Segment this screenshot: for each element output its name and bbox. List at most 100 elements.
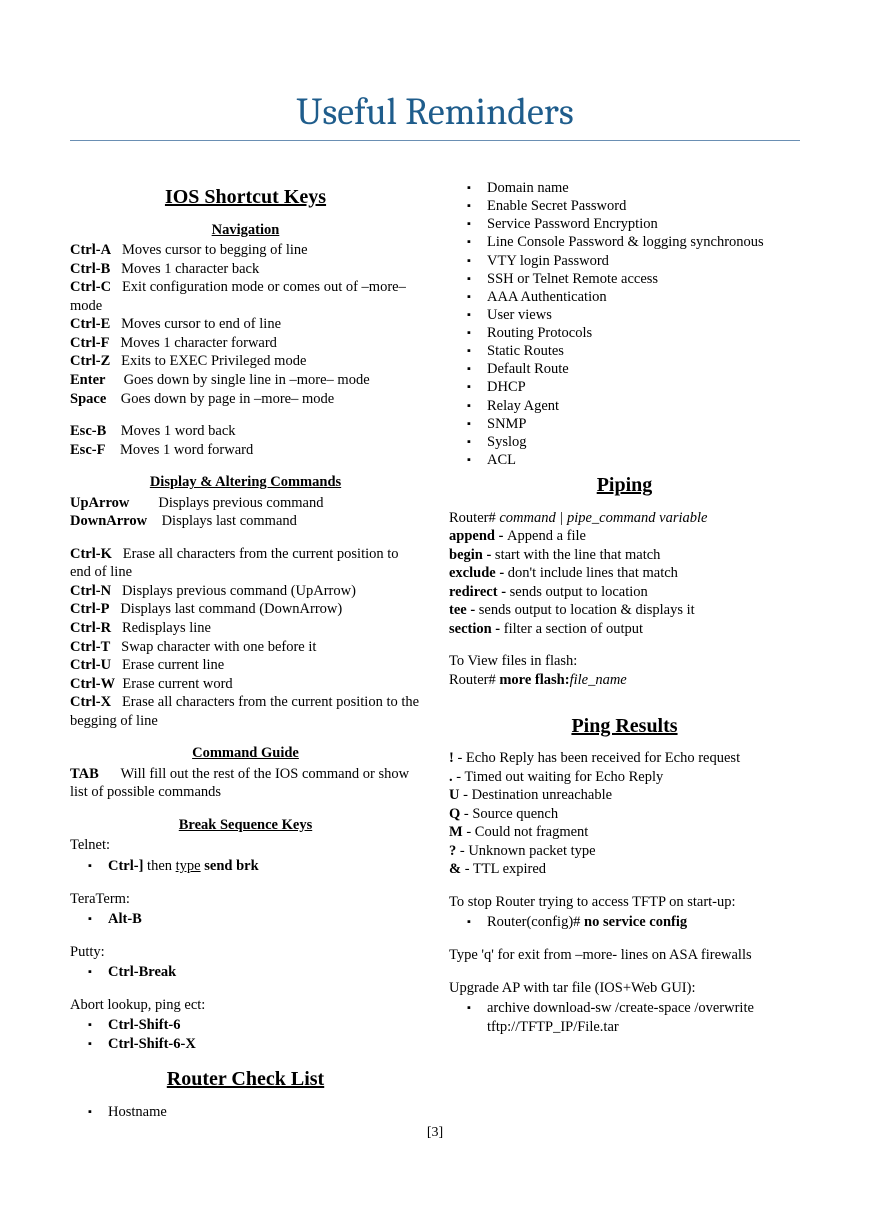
d: - Timed out waiting for Echo Reply bbox=[453, 769, 664, 785]
t: Syslog bbox=[487, 434, 527, 450]
list-item: archive download-sw /create-space /overw… bbox=[487, 999, 800, 1036]
d: - Source quench bbox=[460, 806, 558, 822]
columns: IOS Shortcut Keys Navigation Ctrl-A Move… bbox=[70, 177, 800, 1123]
d: - Echo Reply has been received for Echo … bbox=[454, 750, 740, 766]
piping-syntax: Router# command | pipe_command variable bbox=[449, 509, 800, 528]
kv-desc: Erase current word bbox=[122, 676, 232, 692]
t: SNMP bbox=[487, 416, 527, 432]
key: Ctrl-Shift-6 bbox=[108, 1017, 181, 1033]
list-item: Service Password Encryption bbox=[487, 215, 800, 233]
list-item: Line Console Password & logging synchron… bbox=[487, 233, 800, 251]
pfx: Router# bbox=[449, 510, 499, 526]
k: redirect - bbox=[449, 584, 510, 600]
pipe-row: section - filter a section of output bbox=[449, 620, 800, 639]
list-item: Relay Agent bbox=[487, 397, 800, 415]
cmd-guide-row: TAB Will fill out the rest of the IOS co… bbox=[70, 765, 421, 802]
ping-row: M - Could not fragment bbox=[449, 823, 800, 842]
kv-desc: Exit configuration mode or comes out of … bbox=[70, 279, 406, 314]
teraterm-label: TeraTerm: bbox=[70, 890, 421, 909]
kv-row: Ctrl-U Erase current line bbox=[70, 656, 421, 675]
kv-desc: Erase current line bbox=[122, 657, 224, 673]
title-rule bbox=[70, 140, 800, 141]
list-item: Static Routes bbox=[487, 342, 800, 360]
kv-key: Ctrl-X bbox=[70, 694, 111, 710]
kv-row: Ctrl-T Swap character with one before it bbox=[70, 638, 421, 657]
kv-row: Ctrl-N Displays previous command (UpArro… bbox=[70, 582, 421, 601]
k: begin - bbox=[449, 547, 495, 563]
t: Default Route bbox=[487, 361, 569, 377]
k: tee - bbox=[449, 602, 479, 618]
key: Ctrl-Shift-6-X bbox=[108, 1036, 196, 1052]
t: ACL bbox=[487, 452, 516, 468]
kv-row: Esc-B Moves 1 word back bbox=[70, 422, 421, 441]
kv-key: Enter bbox=[70, 372, 105, 388]
list-item: Default Route bbox=[487, 360, 800, 378]
right-column: Domain name Enable Secret Password Servi… bbox=[449, 177, 800, 1123]
kv-desc: Displays last command bbox=[162, 513, 297, 529]
pfx: Router(config)# bbox=[487, 914, 584, 930]
kv-row: Ctrl-F Moves 1 character forward bbox=[70, 334, 421, 353]
list-item: Hostname bbox=[108, 1103, 421, 1121]
kv-desc: Will fill out the rest of the IOS comman… bbox=[70, 766, 409, 801]
kv-row: Ctrl-R Redisplays line bbox=[70, 619, 421, 638]
d: sends output to location bbox=[510, 584, 648, 600]
nav2-block: Esc-B Moves 1 word back Esc-F Moves 1 wo… bbox=[70, 422, 421, 459]
list-item: SSH or Telnet Remote access bbox=[487, 270, 800, 288]
left-column: IOS Shortcut Keys Navigation Ctrl-A Move… bbox=[70, 177, 421, 1123]
list-item: User views bbox=[487, 306, 800, 324]
disp1-block: UpArrow Displays previous command DownAr… bbox=[70, 494, 421, 531]
kv-row: Ctrl-Z Exits to EXEC Privileged mode bbox=[70, 352, 421, 371]
kv-key: Ctrl-C bbox=[70, 279, 111, 295]
kv-desc: Goes down by page in –more– mode bbox=[121, 391, 334, 407]
pipe-row: begin - start with the line that match bbox=[449, 546, 800, 565]
list-item: ACL bbox=[487, 451, 800, 469]
t: User views bbox=[487, 307, 552, 323]
putty-label: Putty: bbox=[70, 943, 421, 962]
disp2-block: Ctrl-K Erase all characters from the cur… bbox=[70, 545, 421, 730]
pipe-row: exclude - don't include lines that match bbox=[449, 564, 800, 583]
kv-desc: Displays previous command (UpArrow) bbox=[122, 583, 356, 599]
kv-key: Space bbox=[70, 391, 106, 407]
asa-note: Type 'q' for exit from –more- lines on A… bbox=[449, 946, 800, 965]
kv-row: Ctrl-B Moves 1 character back bbox=[70, 260, 421, 279]
t: AAA Authentication bbox=[487, 289, 607, 305]
t: then bbox=[143, 858, 175, 874]
page-number: [3] bbox=[0, 1125, 870, 1141]
key: Ctrl-] bbox=[108, 858, 143, 874]
kv-key: Ctrl-U bbox=[70, 657, 111, 673]
key: Alt-B bbox=[108, 911, 142, 927]
d: sends output to location & displays it bbox=[479, 602, 695, 618]
kv-desc: Moves cursor to end of line bbox=[121, 316, 281, 332]
ping-heading: Ping Results bbox=[449, 714, 800, 740]
ping-row: ? - Unknown packet type bbox=[449, 842, 800, 861]
page: Useful Reminders IOS Shortcut Keys Navig… bbox=[0, 0, 870, 1163]
kv-desc: Moves cursor to begging of line bbox=[122, 242, 308, 258]
list-item: AAA Authentication bbox=[487, 288, 800, 306]
kv-key: Ctrl-Z bbox=[70, 353, 110, 369]
kv-desc: Displays last command (DownArrow) bbox=[120, 601, 342, 617]
view-flash-line: Router# more flash:file_name bbox=[449, 671, 800, 690]
disp-heading: Display & Altering Commands bbox=[70, 473, 421, 492]
telnet-list: Ctrl-] then type send brk bbox=[70, 857, 421, 876]
kv-key: Esc-B bbox=[70, 423, 106, 439]
t: Routing Protocols bbox=[487, 325, 592, 341]
ios-heading: IOS Shortcut Keys bbox=[70, 185, 421, 211]
cmd-guide-heading: Command Guide bbox=[70, 744, 421, 763]
kv-desc: Erase all characters from the current po… bbox=[70, 694, 419, 729]
list-item: DHCP bbox=[487, 378, 800, 396]
t: Static Routes bbox=[487, 343, 564, 359]
checklist: Domain name Enable Secret Password Servi… bbox=[449, 179, 800, 469]
ping-row: U - Destination unreachable bbox=[449, 786, 800, 805]
ping-row: . - Timed out waiting for Echo Reply bbox=[449, 768, 800, 787]
nav-block: Ctrl-A Moves cursor to begging of line C… bbox=[70, 241, 421, 408]
kv-row: Enter Goes down by single line in –more–… bbox=[70, 371, 421, 390]
d: - Unknown packet type bbox=[456, 843, 595, 859]
kv-key: Ctrl-W bbox=[70, 676, 115, 692]
kv-desc: Goes down by single line in –more– mode bbox=[124, 372, 370, 388]
pipe-row: append - Append a file bbox=[449, 527, 800, 546]
kv-row: Ctrl-W Erase current word bbox=[70, 675, 421, 694]
t: archive download-sw /create-space /overw… bbox=[487, 1000, 754, 1035]
kv-key: Ctrl-N bbox=[70, 583, 111, 599]
page-title: Useful Reminders bbox=[70, 90, 800, 134]
d: filter a section of output bbox=[504, 621, 643, 637]
